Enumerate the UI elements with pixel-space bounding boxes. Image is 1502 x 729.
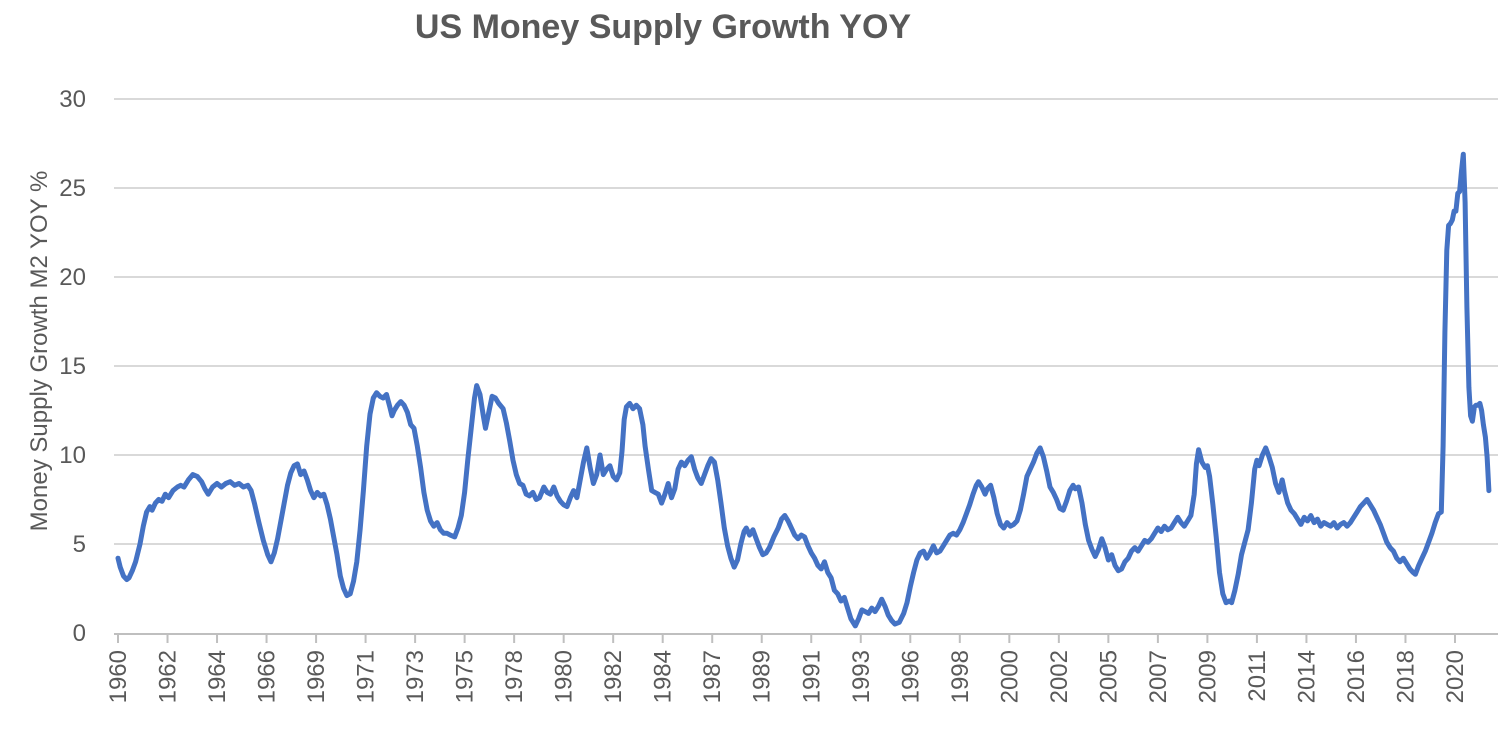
x-tick-label: 1975 <box>452 650 479 703</box>
x-tick-label: 2014 <box>1293 650 1320 703</box>
x-tick-label: 1978 <box>501 650 528 703</box>
x-tick-label: 1993 <box>848 650 875 703</box>
y-tick-label: 10 <box>59 442 86 469</box>
x-tick-label: 1973 <box>402 650 429 703</box>
x-tick-label: 1989 <box>749 650 776 703</box>
chart-title: US Money Supply Growth YOY <box>414 8 912 46</box>
x-tick-label: 2002 <box>1046 650 1073 703</box>
x-tick-label: 1996 <box>897 650 924 703</box>
x-tick-label: 1987 <box>699 650 726 703</box>
y-tick-label: 25 <box>59 175 86 202</box>
y-tick-label: 20 <box>59 264 86 291</box>
x-tick-label: 2018 <box>1392 650 1419 703</box>
x-tick-label: 2007 <box>1145 650 1172 703</box>
x-tick-label: 1998 <box>947 650 974 703</box>
x-tick-label: 1969 <box>303 650 330 703</box>
x-tick-label: 2009 <box>1194 650 1221 703</box>
x-tick-label: 1991 <box>798 650 825 703</box>
y-tick-label: 5 <box>73 531 86 558</box>
x-tick-label: 1980 <box>551 650 578 703</box>
x-tick-label: 1962 <box>155 650 182 703</box>
x-tick-label: 1960 <box>105 650 132 703</box>
x-tick-label: 2000 <box>996 650 1023 703</box>
x-tick-label: 1984 <box>650 650 677 703</box>
x-tick-label: 1966 <box>254 650 281 703</box>
y-tick-label: 30 <box>59 86 86 113</box>
x-tick-label: 1982 <box>600 650 627 703</box>
x-tick-label: 1971 <box>353 650 380 703</box>
x-tick-label: 2020 <box>1442 650 1469 703</box>
x-tick-label: 2016 <box>1343 650 1370 703</box>
y-tick-label: 0 <box>73 620 86 647</box>
x-tick-label: 2005 <box>1095 650 1122 703</box>
y-tick-label: 15 <box>59 353 86 380</box>
x-tick-label: 2011 <box>1244 650 1271 702</box>
x-tick-label: 1964 <box>204 650 231 703</box>
m2-yoy-series-line <box>115 151 1492 629</box>
